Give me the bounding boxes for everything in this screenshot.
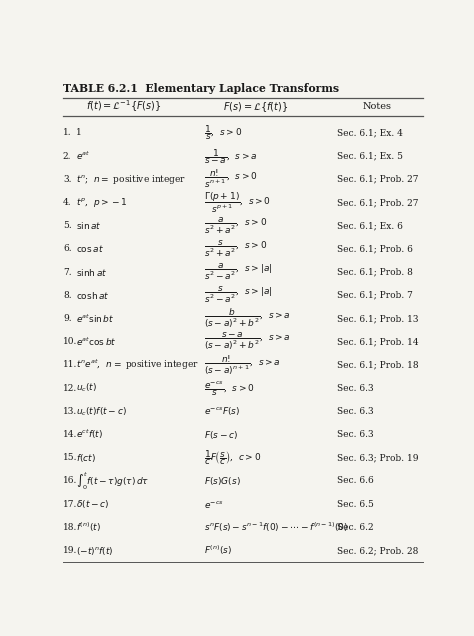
Text: Sec. 6.1; Prob. 27: Sec. 6.1; Prob. 27 [337, 198, 418, 207]
Text: $\dfrac{e^{-cs}}{s}$,  $s>0$: $\dfrac{e^{-cs}}{s}$, $s>0$ [204, 378, 255, 398]
Text: $\dfrac{1}{s-a}$,  $s>a$: $\dfrac{1}{s-a}$, $s>a$ [204, 147, 258, 165]
Text: 8.: 8. [63, 291, 72, 300]
Text: 14.: 14. [63, 430, 77, 439]
Text: Sec. 6.1; Prob. 14: Sec. 6.1; Prob. 14 [337, 337, 418, 346]
Text: $f(ct)$: $f(ct)$ [76, 452, 96, 464]
Text: $t^n$;  $n=$ positive integer: $t^n$; $n=$ positive integer [76, 173, 186, 186]
Text: 16.: 16. [63, 476, 77, 485]
Text: 2.: 2. [63, 151, 72, 161]
Text: $\sin at$: $\sin at$ [76, 220, 101, 232]
Text: 4.: 4. [63, 198, 72, 207]
Text: $u_c(t)$: $u_c(t)$ [76, 382, 97, 394]
Text: 17.: 17. [63, 500, 77, 509]
Text: Sec. 6.2; Prob. 28: Sec. 6.2; Prob. 28 [337, 546, 418, 555]
Text: $\dfrac{s}{s^2-a^2}$,  $s>|a|$: $\dfrac{s}{s^2-a^2}$, $s>|a|$ [204, 285, 273, 305]
Text: Sec. 6.1; Prob. 18: Sec. 6.1; Prob. 18 [337, 361, 418, 370]
Text: $\cos at$: $\cos at$ [76, 244, 104, 254]
Text: Sec. 6.1; Prob. 27: Sec. 6.1; Prob. 27 [337, 175, 418, 184]
Text: $e^{at}\sin bt$: $e^{at}\sin bt$ [76, 312, 114, 325]
Text: Sec. 6.3: Sec. 6.3 [337, 407, 373, 416]
Text: Sec. 6.1; Prob. 6: Sec. 6.1; Prob. 6 [337, 244, 412, 254]
Text: 11.: 11. [63, 361, 77, 370]
Text: $\dfrac{\Gamma(p+1)}{s^{p+1}}$,  $s>0$: $\dfrac{\Gamma(p+1)}{s^{p+1}}$, $s>0$ [204, 190, 272, 215]
Text: $\dfrac{s-a}{(s-a)^2+b^2}$,  $s>a$: $\dfrac{s-a}{(s-a)^2+b^2}$, $s>a$ [204, 331, 291, 352]
Text: $f^{(n)}(t)$: $f^{(n)}(t)$ [76, 521, 100, 534]
Text: Sec. 6.1; Ex. 6: Sec. 6.1; Ex. 6 [337, 221, 402, 230]
Text: $\delta(t-c)$: $\delta(t-c)$ [76, 498, 109, 510]
Text: $F^{(n)}(s)$: $F^{(n)}(s)$ [204, 544, 232, 557]
Text: $\dfrac{n!}{(s-a)^{n+1}}$,  $s>a$: $\dfrac{n!}{(s-a)^{n+1}}$, $s>a$ [204, 354, 281, 377]
Text: 1: 1 [76, 128, 82, 137]
Text: Sec. 6.1; Prob. 13: Sec. 6.1; Prob. 13 [337, 314, 418, 323]
Text: $e^{-cs}F(s)$: $e^{-cs}F(s)$ [204, 405, 241, 417]
Text: $f(t) = \mathcal{L}^{-1}\{F(s)\}$: $f(t) = \mathcal{L}^{-1}\{F(s)\}$ [86, 99, 161, 114]
Text: Sec. 6.5: Sec. 6.5 [337, 500, 374, 509]
Text: Sec. 6.3; Prob. 19: Sec. 6.3; Prob. 19 [337, 453, 418, 462]
Text: 12.: 12. [63, 384, 77, 392]
Text: Sec. 6.1; Prob. 8: Sec. 6.1; Prob. 8 [337, 268, 412, 277]
Text: Sec. 6.1; Ex. 4: Sec. 6.1; Ex. 4 [337, 128, 402, 137]
Text: $e^{at}$: $e^{at}$ [76, 150, 90, 162]
Text: 19.: 19. [63, 546, 77, 555]
Text: Sec. 6.1; Ex. 5: Sec. 6.1; Ex. 5 [337, 151, 402, 161]
Text: $\dfrac{s}{s^2+a^2}$,  $s>0$: $\dfrac{s}{s^2+a^2}$, $s>0$ [204, 239, 267, 259]
Text: $F(s) = \mathcal{L}\{f(t)\}$: $F(s) = \mathcal{L}\{f(t)\}$ [223, 100, 288, 114]
Text: $\dfrac{a}{s^2-a^2}$,  $s>|a|$: $\dfrac{a}{s^2-a^2}$, $s>|a|$ [204, 262, 273, 282]
Text: $u_c(t)f(t-c)$: $u_c(t)f(t-c)$ [76, 405, 127, 418]
Text: Sec. 6.2: Sec. 6.2 [337, 523, 373, 532]
Text: 3.: 3. [63, 175, 72, 184]
Text: $F(s-c)$: $F(s-c)$ [204, 429, 238, 441]
Text: 15.: 15. [63, 453, 77, 462]
Text: $e^{ct}f(t)$: $e^{ct}f(t)$ [76, 428, 103, 441]
Text: Sec. 6.1; Prob. 7: Sec. 6.1; Prob. 7 [337, 291, 412, 300]
Text: 7.: 7. [63, 268, 72, 277]
Text: 5.: 5. [63, 221, 72, 230]
Text: 13.: 13. [63, 407, 77, 416]
Text: $t^n e^{at}$,  $n=$ positive integer: $t^n e^{at}$, $n=$ positive integer [76, 357, 199, 372]
Text: Sec. 6.6: Sec. 6.6 [337, 476, 374, 485]
Text: $\int_0^t f(t-\tau)g(\tau)\,d\tau$: $\int_0^t f(t-\tau)g(\tau)\,d\tau$ [76, 470, 149, 492]
Text: $\dfrac{1}{c}F\!\left(\dfrac{s}{c}\right)$,  $c>0$: $\dfrac{1}{c}F\!\left(\dfrac{s}{c}\right… [204, 448, 262, 467]
Text: 18.: 18. [63, 523, 77, 532]
Text: $\dfrac{n!}{s^{n+1}}$,  $s>0$: $\dfrac{n!}{s^{n+1}}$, $s>0$ [204, 169, 258, 190]
Text: 10.: 10. [63, 337, 77, 346]
Text: $\dfrac{a}{s^2+a^2}$,  $s>0$: $\dfrac{a}{s^2+a^2}$, $s>0$ [204, 216, 267, 236]
Text: $e^{-cs}$: $e^{-cs}$ [204, 499, 224, 509]
Text: 6.: 6. [63, 244, 72, 254]
Text: $\dfrac{b}{(s-a)^2+b^2}$,  $s>a$: $\dfrac{b}{(s-a)^2+b^2}$, $s>a$ [204, 307, 291, 330]
Text: Sec. 6.3: Sec. 6.3 [337, 384, 373, 392]
Text: $\cosh at$: $\cosh at$ [76, 290, 109, 301]
Text: 9.: 9. [63, 314, 72, 323]
Text: $\sinh at$: $\sinh at$ [76, 266, 107, 278]
Text: $F(s)G(s)$: $F(s)G(s)$ [204, 475, 241, 487]
Text: $s^n F(s) - s^{n-1}f(0) - \cdots - f^{(n-1)}(0)$: $s^n F(s) - s^{n-1}f(0) - \cdots - f^{(n… [204, 521, 348, 534]
Text: TABLE 6.2.1  Elementary Laplace Transforms: TABLE 6.2.1 Elementary Laplace Transform… [63, 83, 339, 93]
Text: $t^p$,  $p>-1$: $t^p$, $p>-1$ [76, 196, 128, 209]
Text: $e^{at}\cos bt$: $e^{at}\cos bt$ [76, 336, 117, 348]
Text: Notes: Notes [363, 102, 392, 111]
Text: 1.: 1. [63, 128, 72, 137]
Text: $(-t)^n f(t)$: $(-t)^n f(t)$ [76, 544, 113, 556]
Text: $\dfrac{1}{s}$,  $s>0$: $\dfrac{1}{s}$, $s>0$ [204, 123, 243, 142]
Text: Sec. 6.3: Sec. 6.3 [337, 430, 373, 439]
